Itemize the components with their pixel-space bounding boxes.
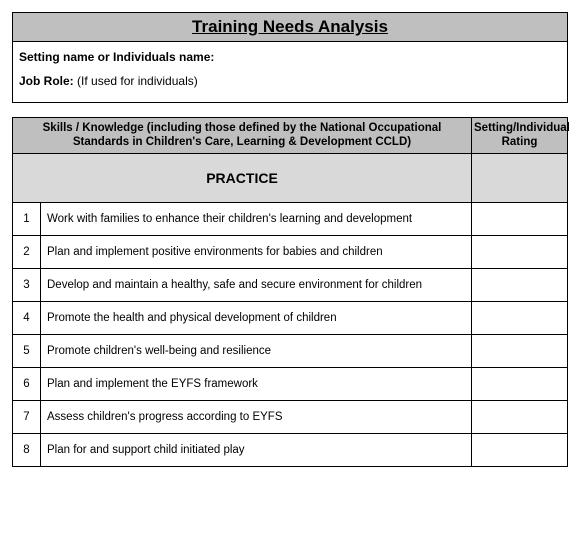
row-number: 6: [13, 367, 41, 400]
row-number: 8: [13, 433, 41, 466]
row-rating-cell[interactable]: [472, 334, 568, 367]
table-header-row: Skills / Knowledge (including those defi…: [13, 118, 568, 154]
row-text: Work with families to enhance their chil…: [41, 202, 472, 235]
row-rating-cell[interactable]: [472, 202, 568, 235]
row-text: Plan and implement the EYFS framework: [41, 367, 472, 400]
field-label: Setting name or Individuals name:: [19, 50, 214, 64]
row-rating-cell[interactable]: [472, 400, 568, 433]
row-text: Plan and implement positive environments…: [41, 235, 472, 268]
col-header-skills: Skills / Knowledge (including those defi…: [13, 118, 472, 154]
row-number: 3: [13, 268, 41, 301]
table-row: 4Promote the health and physical develop…: [13, 301, 568, 334]
field-value: (If used for individuals): [77, 74, 198, 88]
row-number: 5: [13, 334, 41, 367]
field-job-role: Job Role: (If used for individuals): [19, 74, 561, 88]
field-setting-name: Setting name or Individuals name:: [19, 50, 561, 64]
section-heading-row: PRACTICE: [13, 153, 568, 202]
row-text: Plan for and support child initiated pla…: [41, 433, 472, 466]
row-number: 4: [13, 301, 41, 334]
row-rating-cell[interactable]: [472, 268, 568, 301]
table-row: 2Plan and implement positive environment…: [13, 235, 568, 268]
skills-table: Skills / Knowledge (including those defi…: [12, 117, 568, 467]
section-heading: PRACTICE: [13, 153, 472, 202]
table-row: 7Assess children's progress according to…: [13, 400, 568, 433]
info-section: Setting name or Individuals name: Job Ro…: [13, 42, 567, 102]
row-text: Promote children's well-being and resili…: [41, 334, 472, 367]
row-rating-cell[interactable]: [472, 235, 568, 268]
row-rating-cell[interactable]: [472, 301, 568, 334]
row-text: Assess children's progress according to …: [41, 400, 472, 433]
header-box: Training Needs Analysis Setting name or …: [12, 12, 568, 103]
row-text: Develop and maintain a healthy, safe and…: [41, 268, 472, 301]
section-heading-rating-blank: [472, 153, 568, 202]
table-row: 1Work with families to enhance their chi…: [13, 202, 568, 235]
row-number: 2: [13, 235, 41, 268]
field-label: Job Role:: [19, 74, 74, 88]
row-text: Promote the health and physical developm…: [41, 301, 472, 334]
table-row: 3Develop and maintain a healthy, safe an…: [13, 268, 568, 301]
row-number: 1: [13, 202, 41, 235]
table-row: 5Promote children's well-being and resil…: [13, 334, 568, 367]
row-rating-cell[interactable]: [472, 433, 568, 466]
row-rating-cell[interactable]: [472, 367, 568, 400]
table-row: 6Plan and implement the EYFS framework: [13, 367, 568, 400]
document-title: Training Needs Analysis: [13, 13, 567, 42]
col-header-rating: Setting/Individual Rating: [472, 118, 568, 154]
table-row: 8Plan for and support child initiated pl…: [13, 433, 568, 466]
row-number: 7: [13, 400, 41, 433]
